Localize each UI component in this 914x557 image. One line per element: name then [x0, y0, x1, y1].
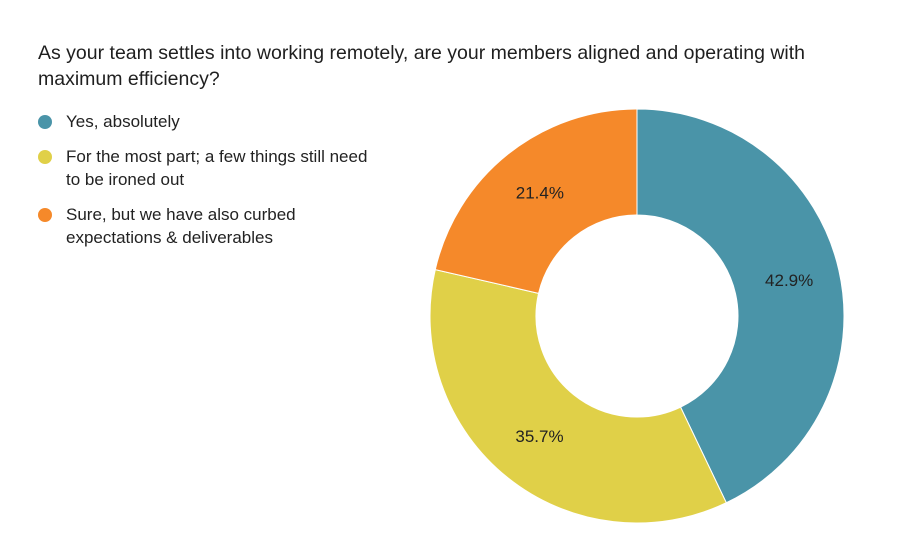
legend-swatch-for-the-most-part	[38, 150, 52, 164]
chart-legend: Yes, absolutely For the most part; a few…	[38, 110, 398, 261]
data-label-yes-absolutely: 42.9%	[765, 271, 813, 290]
legend-swatch-sure-but-curbed	[38, 208, 52, 222]
donut-slices	[429, 108, 845, 524]
data-label-sure-but-curbed: 21.4%	[516, 183, 564, 202]
data-label-for-the-most-part: 35.7%	[515, 427, 563, 446]
legend-label-for-the-most-part: For the most part; a few things still ne…	[66, 147, 368, 189]
legend-swatch-yes-absolutely	[38, 115, 52, 129]
donut-slice-yes-absolutely	[636, 108, 845, 504]
legend-label-yes-absolutely: Yes, absolutely	[66, 112, 180, 131]
donut-slice-labels: 42.9% 35.7% 21.4%	[515, 183, 813, 446]
donut-slice-for-the-most-part	[429, 268, 727, 524]
donut-slice-sure-but-curbed	[434, 108, 638, 294]
legend-item-yes-absolutely: Yes, absolutely	[38, 110, 398, 133]
legend-item-for-the-most-part: For the most part; a few things still ne…	[38, 145, 398, 191]
chart-title: As your team settles into working remote…	[38, 42, 806, 90]
legend-label-sure-but-curbed: Sure, but we have also curbed expectatio…	[66, 205, 296, 247]
legend-item-sure-but-curbed: Sure, but we have also curbed expectatio…	[38, 203, 398, 249]
